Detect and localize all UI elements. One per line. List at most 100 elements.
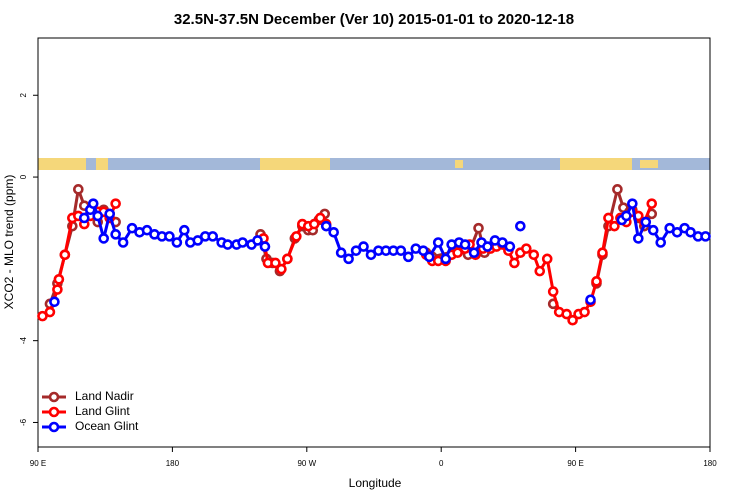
data-point <box>49 296 60 308</box>
data-point <box>171 237 183 248</box>
x-tick-label: 90 W <box>297 459 316 468</box>
data-point <box>126 222 138 234</box>
data-point <box>53 274 65 285</box>
land-strip <box>640 160 658 168</box>
data-point <box>320 220 332 232</box>
x-tick-label: 90 E <box>567 459 583 468</box>
data-point <box>343 253 354 265</box>
data-point <box>646 198 658 209</box>
data-point <box>541 253 553 265</box>
ocean-strip <box>38 158 710 170</box>
data-point <box>579 306 590 318</box>
data-point <box>567 314 578 326</box>
data-point <box>237 237 248 248</box>
land-strip <box>560 158 632 170</box>
data-point <box>509 257 520 269</box>
data-point <box>110 198 121 209</box>
data-point <box>640 216 652 228</box>
data-point <box>515 220 526 232</box>
data-point <box>78 212 90 224</box>
data-point <box>700 231 711 242</box>
data-point <box>497 237 508 248</box>
land-ocean-strip <box>38 158 710 170</box>
data-point <box>308 218 320 230</box>
data-point <box>141 224 153 236</box>
data-point <box>671 226 683 238</box>
data-point <box>597 247 608 259</box>
data-point <box>98 233 110 244</box>
data-point <box>482 241 493 252</box>
data-point <box>528 249 540 261</box>
legend-marker <box>48 421 60 433</box>
land-strip <box>455 160 463 168</box>
land-strip <box>38 158 86 170</box>
x-tick-label: 90 E <box>30 459 46 468</box>
data-point <box>591 276 602 287</box>
data-point <box>403 251 414 263</box>
data-point <box>52 284 63 295</box>
data-point <box>276 263 287 275</box>
data-point <box>561 308 572 320</box>
x-tick-label: 0 <box>439 459 444 468</box>
legend-label: Land Nadir <box>75 389 134 403</box>
data-point <box>192 235 204 246</box>
y-tick-label: -4 <box>19 337 28 345</box>
data-point <box>179 224 190 236</box>
data-point <box>365 249 377 261</box>
y-axis-label: XCO2 - MLO trend (ppm) <box>2 175 16 310</box>
data-point <box>291 231 302 242</box>
data-point <box>395 245 407 256</box>
data-point <box>73 184 84 195</box>
data-point <box>459 239 471 250</box>
data-point <box>110 229 121 240</box>
data-point <box>627 198 638 209</box>
data-point <box>468 247 480 259</box>
data-point <box>87 198 99 209</box>
x-tick-label: 180 <box>166 459 180 468</box>
data-point <box>314 212 326 224</box>
data-point <box>117 237 129 248</box>
data-point <box>621 210 632 222</box>
data-point <box>655 237 667 248</box>
data-point <box>104 208 115 220</box>
data-point <box>585 294 596 306</box>
plot-frame <box>37 37 711 448</box>
data-point <box>92 210 104 222</box>
data-point <box>504 241 516 252</box>
data-point <box>282 253 293 265</box>
data-point <box>432 237 444 248</box>
data-point <box>59 249 71 261</box>
y-tick-label: -6 <box>19 418 28 426</box>
data-point <box>417 245 429 256</box>
data-point <box>358 241 369 252</box>
x-axis-label: Longitude <box>349 476 402 490</box>
y-tick-label: 2 <box>19 92 28 97</box>
y-tick-label: 0 <box>19 174 28 179</box>
data-point <box>44 306 56 318</box>
data-point <box>521 243 532 254</box>
data-point <box>603 212 614 224</box>
data-point <box>335 247 347 259</box>
data-point <box>350 245 362 256</box>
data-point <box>664 222 675 234</box>
data-point <box>207 231 219 242</box>
data-point <box>252 235 263 246</box>
data-point <box>609 220 620 232</box>
data-point <box>164 231 175 242</box>
data-point <box>473 222 484 234</box>
land-strip <box>96 158 108 170</box>
data-point <box>440 253 451 265</box>
data-point <box>328 226 339 238</box>
legend-label: Land Glint <box>75 404 130 418</box>
chart-title: 32.5N-37.5N December (Ver 10) 2015-01-01… <box>174 11 574 28</box>
data-point <box>685 226 696 238</box>
data-point <box>633 233 644 244</box>
data-point <box>534 265 546 277</box>
legend-marker <box>48 391 60 403</box>
data-point <box>612 184 623 195</box>
data-point <box>452 247 463 259</box>
data-point <box>423 251 435 263</box>
legend-label: Ocean Glint <box>75 419 139 433</box>
data-point <box>37 310 48 322</box>
